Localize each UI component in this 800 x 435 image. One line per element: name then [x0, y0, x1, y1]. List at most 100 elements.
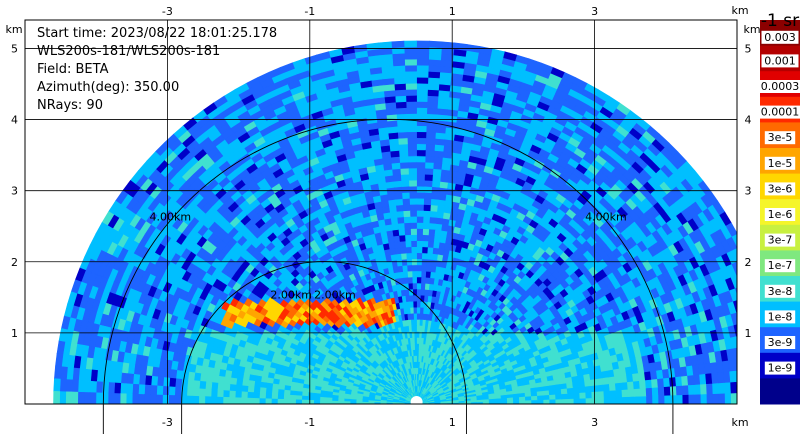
data-cell	[404, 64, 417, 72]
data-cell	[412, 300, 417, 308]
data-cell	[416, 203, 424, 211]
data-cell	[675, 385, 684, 396]
data-cell	[584, 379, 592, 387]
data-cell	[423, 204, 431, 212]
data-cell	[434, 223, 443, 231]
data-cell	[406, 131, 417, 139]
data-cell	[748, 307, 757, 320]
data-cell	[694, 393, 702, 404]
data-cell	[561, 393, 569, 400]
data-cell	[748, 268, 758, 282]
data-cell	[416, 101, 428, 108]
data-cell	[578, 385, 586, 393]
data-cell	[432, 241, 440, 249]
data-cell	[742, 270, 752, 284]
data-cell	[416, 58, 429, 66]
data-cell	[416, 210, 424, 217]
data-cell	[394, 192, 403, 200]
data-cell	[416, 76, 429, 84]
data-cell	[687, 384, 696, 395]
data-cell	[530, 395, 538, 401]
data-cell	[421, 234, 429, 242]
data-cell	[416, 228, 424, 235]
data-cell	[391, 229, 400, 237]
data-cell	[427, 240, 435, 248]
data-cell	[416, 234, 423, 242]
data-cell	[403, 40, 417, 48]
data-cell	[416, 40, 430, 48]
data-cell	[405, 95, 417, 102]
data-cell	[427, 77, 440, 85]
data-cell	[421, 240, 429, 248]
data-cell	[432, 247, 439, 255]
data-cell	[422, 222, 430, 230]
data-cell	[435, 125, 447, 134]
data-cell	[409, 222, 417, 229]
data-cell	[742, 309, 751, 322]
data-cell	[426, 107, 438, 115]
data-cell	[430, 198, 439, 206]
data-cell	[591, 397, 599, 404]
data-cell	[746, 282, 756, 296]
data-cell	[730, 392, 737, 404]
data-cell	[519, 399, 526, 404]
data-cell	[396, 216, 405, 224]
data-cell	[416, 82, 429, 90]
data-cell	[402, 210, 411, 218]
data-cell	[423, 288, 429, 296]
data-cell	[416, 46, 430, 54]
data-cell	[416, 88, 428, 96]
data-cell	[706, 382, 714, 395]
data-cell	[687, 374, 695, 386]
data-cell	[401, 198, 410, 206]
data-cell	[433, 156, 443, 164]
data-cell	[748, 369, 755, 381]
data-cell	[424, 155, 435, 163]
data-cell	[390, 162, 401, 170]
data-cell	[453, 42, 468, 51]
data-cell	[603, 396, 611, 404]
data-cell	[424, 149, 435, 157]
data-cell	[419, 306, 424, 314]
data-cell	[537, 399, 544, 404]
data-cell	[555, 398, 563, 404]
data-cell	[410, 246, 417, 254]
data-cell	[657, 377, 665, 388]
data-cell	[408, 185, 417, 193]
data-cell	[395, 107, 407, 115]
data-cell	[393, 77, 406, 85]
data-cell	[741, 284, 751, 297]
data-cell	[609, 389, 617, 398]
data-cell	[405, 101, 417, 108]
data-cell	[404, 240, 412, 248]
data-cell	[626, 380, 635, 390]
data-cell	[620, 381, 629, 390]
data-cell	[407, 155, 417, 163]
data-cell	[627, 396, 635, 404]
data-cell	[416, 155, 426, 163]
data-cell	[700, 383, 708, 395]
data-cell	[754, 368, 761, 380]
data-cell	[736, 311, 737, 316]
data-cell	[409, 216, 417, 223]
data-cell	[416, 343, 420, 350]
data-cell	[428, 40, 443, 49]
data-cell	[416, 185, 425, 193]
data-cell	[724, 392, 732, 404]
data-cell	[712, 393, 720, 404]
data-cell	[681, 375, 689, 386]
data-cell	[423, 191, 432, 200]
data-cell	[387, 131, 399, 140]
data-cell	[663, 385, 671, 396]
data-cell	[406, 113, 417, 121]
data-cell	[435, 217, 444, 225]
data-cell	[579, 391, 587, 399]
data-cell	[669, 385, 677, 396]
data-cell	[416, 252, 423, 260]
data-cell	[425, 264, 432, 272]
data-cell	[693, 383, 702, 395]
data-cell	[736, 274, 737, 278]
data-cell	[411, 270, 417, 278]
data-cell	[700, 393, 708, 404]
